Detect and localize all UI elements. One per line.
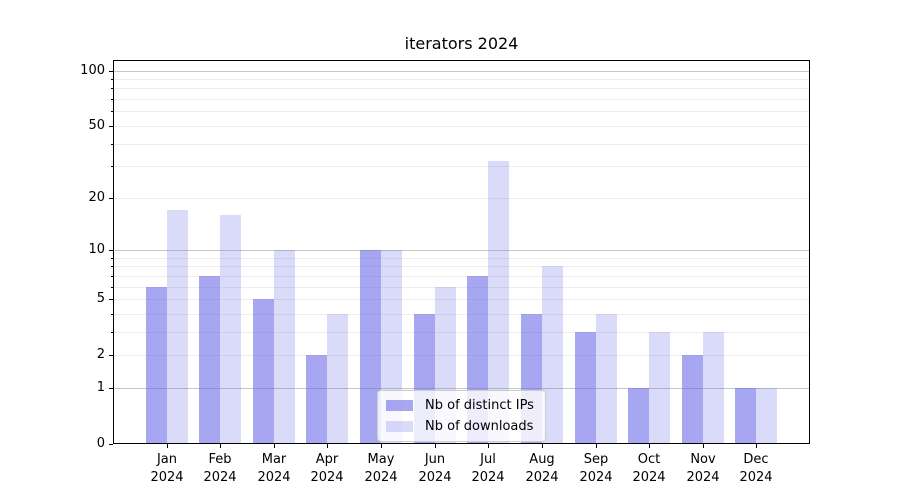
bar-downloads-jan <box>167 210 188 444</box>
major-gridline <box>113 388 810 389</box>
x-tick <box>756 444 757 448</box>
x-tick-label: Jan 2024 <box>150 452 184 485</box>
y-tick-label: 0 <box>96 436 105 451</box>
bar-distinct-ips-jan <box>146 287 167 444</box>
x-tick-label: Feb 2024 <box>203 452 237 485</box>
x-tick <box>381 444 382 448</box>
legend: Nb of distinct IPs Nb of downloads <box>377 390 546 442</box>
bar-downloads-apr <box>327 314 348 444</box>
y-minor-tick <box>111 144 113 145</box>
y-tick <box>109 198 113 199</box>
x-tick <box>596 444 597 448</box>
x-tick-label: Apr 2024 <box>310 452 344 485</box>
minor-gridline <box>113 79 810 80</box>
x-tick-label: Mar 2024 <box>257 452 291 485</box>
minor-gridline <box>113 126 810 127</box>
x-tick-label: Jun 2024 <box>418 452 452 485</box>
y-minor-tick <box>111 266 113 267</box>
minor-gridline <box>113 266 810 267</box>
minor-gridline <box>113 299 810 300</box>
legend-item-distinct-ips: Nb of distinct IPs <box>386 397 534 414</box>
legend-label-distinct-ips: Nb of distinct IPs <box>425 398 534 413</box>
minor-gridline <box>113 314 810 315</box>
y-minor-tick <box>111 258 113 259</box>
y-tick <box>109 388 113 389</box>
bar-downloads-nov <box>703 332 724 444</box>
y-minor-tick <box>111 276 113 277</box>
y-tick-label: 10 <box>88 242 105 257</box>
y-minor-tick <box>111 111 113 112</box>
x-tick-label: Aug 2024 <box>525 452 559 485</box>
y-tick <box>109 444 113 445</box>
bar-distinct-ips-feb <box>199 276 220 444</box>
x-tick-label: May 2024 <box>364 452 398 485</box>
x-tick <box>703 444 704 448</box>
y-tick-label: 5 <box>96 291 105 306</box>
x-tick <box>488 444 489 448</box>
y-tick-label: 2 <box>96 347 105 362</box>
bar-distinct-ips-oct <box>628 388 649 444</box>
x-tick-label: Dec 2024 <box>739 452 773 485</box>
bar-downloads-sep <box>596 314 617 444</box>
legend-item-downloads: Nb of downloads <box>386 418 534 435</box>
major-gridline <box>113 71 810 72</box>
legend-swatch-distinct-ips <box>386 400 413 411</box>
y-tick <box>109 71 113 72</box>
minor-gridline <box>113 276 810 277</box>
legend-label-downloads: Nb of downloads <box>425 419 534 434</box>
y-tick <box>109 299 113 300</box>
bar-distinct-ips-dec <box>735 388 756 444</box>
x-tick-label: Nov 2024 <box>686 452 720 485</box>
bar-distinct-ips-may <box>360 250 381 444</box>
x-tick-label: Jul 2024 <box>471 452 505 485</box>
x-tick <box>542 444 543 448</box>
bar-downloads-feb <box>220 215 241 444</box>
y-minor-tick <box>111 79 113 80</box>
minor-gridline <box>113 144 810 145</box>
bar-downloads-oct <box>649 332 670 444</box>
minor-gridline <box>113 355 810 356</box>
bar-distinct-ips-sep <box>575 332 596 444</box>
x-tick <box>167 444 168 448</box>
y-tick-label: 50 <box>88 118 105 133</box>
y-minor-tick <box>111 287 113 288</box>
x-tick <box>435 444 436 448</box>
y-tick-label: 1 <box>96 380 105 395</box>
bar-distinct-ips-nov <box>682 355 703 444</box>
legend-swatch-downloads <box>386 421 413 432</box>
bar-downloads-jul <box>488 161 509 444</box>
minor-gridline <box>113 166 810 167</box>
bar-downloads-mar <box>274 250 295 444</box>
y-tick <box>109 250 113 251</box>
x-tick <box>220 444 221 448</box>
minor-gridline <box>113 258 810 259</box>
minor-gridline <box>113 332 810 333</box>
y-minor-tick <box>111 88 113 89</box>
minor-gridline <box>113 287 810 288</box>
bar-downloads-aug <box>542 266 563 444</box>
minor-gridline <box>113 99 810 100</box>
y-tick-label: 20 <box>88 190 105 205</box>
major-gridline <box>113 250 810 251</box>
y-tick <box>109 355 113 356</box>
bar-distinct-ips-mar <box>253 299 274 444</box>
y-minor-tick <box>111 99 113 100</box>
x-tick-label: Oct 2024 <box>632 452 666 485</box>
x-tick <box>274 444 275 448</box>
y-minor-tick <box>111 314 113 315</box>
y-tick-label: 100 <box>80 63 105 78</box>
x-tick <box>327 444 328 448</box>
bar-downloads-dec <box>756 388 777 444</box>
y-tick <box>109 126 113 127</box>
x-tick-label: Sep 2024 <box>579 452 613 485</box>
minor-gridline <box>113 198 810 199</box>
minor-gridline <box>113 88 810 89</box>
bar-distinct-ips-apr <box>306 355 327 444</box>
x-tick <box>649 444 650 448</box>
y-minor-tick <box>111 166 113 167</box>
minor-gridline <box>113 111 810 112</box>
chart-title: iterators 2024 <box>404 34 519 53</box>
y-minor-tick <box>111 332 113 333</box>
